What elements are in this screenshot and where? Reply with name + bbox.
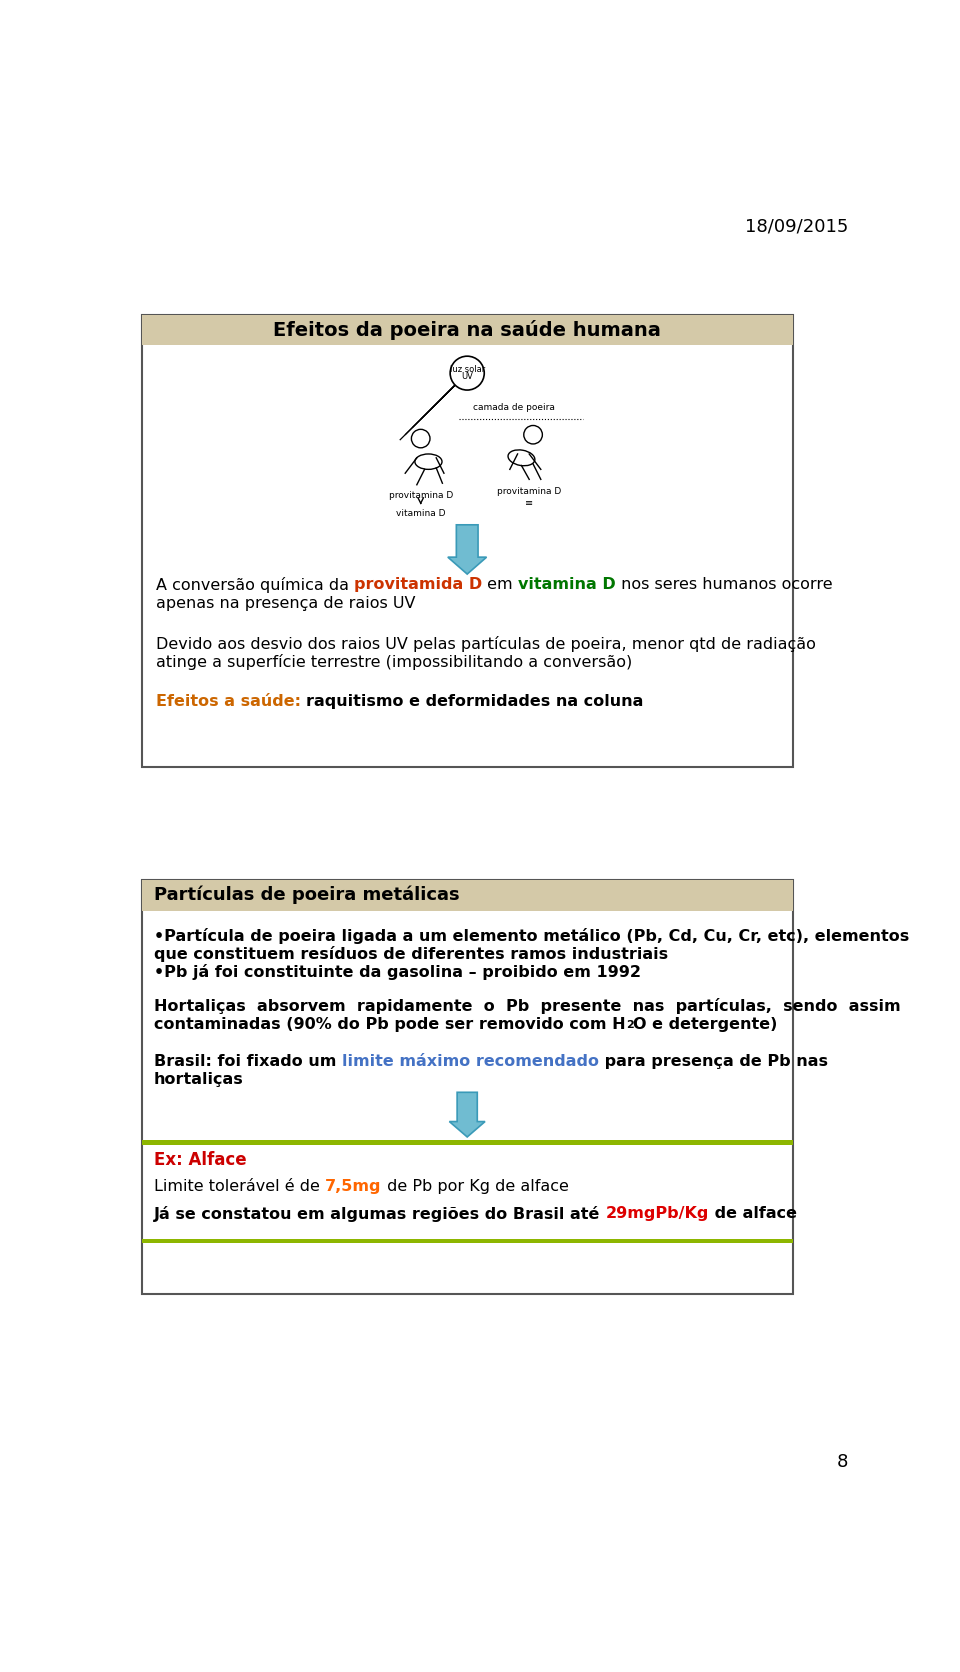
Text: para presença de Pb nas: para presença de Pb nas [599,1053,828,1068]
Circle shape [412,430,430,448]
Text: contaminadas (90% do Pb pode ser removido com H: contaminadas (90% do Pb pode ser removid… [155,1017,626,1032]
Ellipse shape [508,450,535,466]
Text: luz solar: luz solar [449,364,485,375]
Circle shape [450,356,484,390]
Text: em: em [482,577,517,592]
Text: provitamina D: provitamina D [389,492,453,500]
Bar [142,314,793,767]
Text: apenas na presença de raios UV: apenas na presença de raios UV [156,595,415,610]
Text: Hortaliças  absorvem  rapidamente  o  Pb  presente  nas  partículas,  sendo  ass: Hortaliças absorvem rapidamente o Pb pre… [155,998,900,1015]
Text: UV: UV [461,373,473,381]
Text: 8: 8 [837,1453,849,1471]
Text: hortaliças: hortaliças [155,1072,244,1087]
Text: •Pb já foi constituinte da gasolina – proibido em 1992: •Pb já foi constituinte da gasolina – pr… [155,965,641,980]
Bar [142,314,793,346]
Text: atinge a superfície terrestre (impossibilitando a conversão): atinge a superfície terrestre (impossibi… [156,654,632,670]
FancyArrow shape [447,525,487,573]
Text: Efeitos da poeira na saúde humana: Efeitos da poeira na saúde humana [274,319,661,339]
Text: de alface: de alface [709,1206,798,1221]
Text: Limite tolerável é de: Limite tolerável é de [155,1179,325,1194]
Bar [142,879,793,1294]
Text: •Partícula de poeira ligada a um elemento metálico (Pb, Cd, Cu, Cr, etc), elemen: •Partícula de poeira ligada a um element… [155,928,909,943]
Text: vitamina D: vitamina D [517,577,615,592]
Text: provitamina D: provitamina D [497,487,562,497]
Bar [142,1140,793,1145]
Text: Brasil: foi fixado um: Brasil: foi fixado um [155,1053,342,1068]
Text: nos seres humanos ocorre: nos seres humanos ocorre [615,577,832,592]
Text: Partículas de poeira metálicas: Partículas de poeira metálicas [155,886,460,905]
Text: Ex: Alface: Ex: Alface [155,1150,247,1169]
Ellipse shape [415,455,442,470]
Text: raquitismo e deformidades na coluna: raquitismo e deformidades na coluna [306,694,643,709]
Text: limite máximo recomendado: limite máximo recomendado [342,1053,599,1068]
Text: que constituem resíduos de diferentes ramos industriais: que constituem resíduos de diferentes ra… [155,946,668,961]
Text: Devido aos desvio dos raios UV pelas partículas de poeira, menor qtd de radiação: Devido aos desvio dos raios UV pelas par… [156,635,816,652]
Text: Efeitos a saúde:: Efeitos a saúde: [156,694,306,709]
Text: ≡: ≡ [525,498,533,508]
Text: 7,5mg: 7,5mg [325,1179,382,1194]
FancyArrow shape [449,1092,485,1137]
Text: camada de poeira: camada de poeira [472,403,555,411]
Text: 2: 2 [626,1020,634,1030]
Bar [142,879,793,911]
Text: A conversão química da: A conversão química da [156,577,354,594]
Text: O e detergente): O e detergente) [634,1017,778,1032]
Circle shape [524,425,542,445]
Bar [142,1239,793,1244]
Text: 18/09/2015: 18/09/2015 [745,217,849,236]
Text: Já se constatou em algumas regiões do Brasil até: Já se constatou em algumas regiões do Br… [155,1206,606,1222]
Text: 29mgPb/Kg: 29mgPb/Kg [606,1206,709,1221]
Text: de Pb por Kg de alface: de Pb por Kg de alface [382,1179,568,1194]
Text: provitamida D: provitamida D [354,577,482,592]
Text: vitamina D: vitamina D [396,510,445,518]
